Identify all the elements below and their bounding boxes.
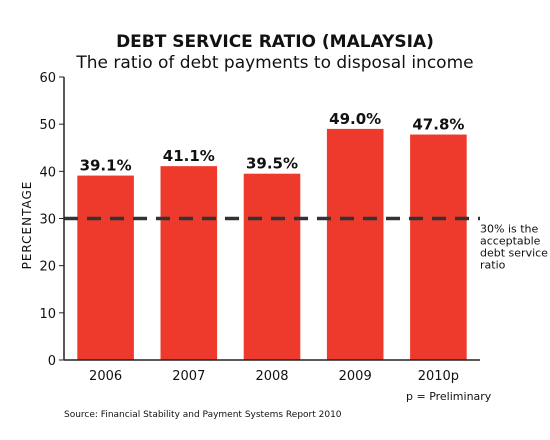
bars — [77, 128, 467, 360]
data-label-2008: 39.5% — [246, 155, 298, 173]
x-tick-label-2008: 2008 — [255, 369, 288, 384]
data-label-2009: 49.0% — [329, 110, 381, 128]
bar-2009 — [326, 128, 384, 360]
data-label-2007: 41.1% — [163, 147, 215, 165]
chart-subtitle: The ratio of debt payments to disposal i… — [75, 53, 473, 73]
axes — [63, 77, 480, 361]
source-note: Source: Financial Stability and Payment … — [64, 410, 342, 420]
data-label-2010p: 47.8% — [412, 116, 464, 134]
y-tick-label: 10 — [39, 307, 56, 322]
y-axis-label: PERCENTAGE — [20, 181, 34, 270]
x-tick-label-2010p: 2010p — [418, 369, 459, 384]
bar-2006 — [77, 175, 134, 360]
footnote: p = Preliminary — [406, 390, 492, 403]
x-tick-label-2007: 2007 — [172, 369, 205, 384]
reference-annotation: 30% is the acceptable debt service ratio — [480, 223, 548, 272]
bar-2010p — [410, 134, 467, 360]
reference-annotation-line: ratio — [480, 259, 506, 272]
reference-annotation-line: debt service — [480, 247, 548, 260]
y-tick-label: 50 — [39, 118, 56, 133]
x-tick-label-2006: 2006 — [89, 369, 122, 384]
y-axis-ticks: 0 10 20 30 40 50 60 — [39, 71, 64, 369]
y-tick-label: 30 — [39, 213, 56, 228]
y-tick-label: 40 — [39, 165, 56, 180]
reference-annotation-line: acceptable — [480, 235, 541, 248]
bar-2007 — [160, 166, 218, 360]
y-tick-label: 0 — [48, 354, 56, 369]
reference-annotation-line: 30% is the — [480, 223, 539, 236]
data-label-2006: 39.1% — [80, 157, 132, 175]
chart-title: DEBT SERVICE RATIO (MALAYSIA) — [116, 32, 434, 52]
y-tick-label: 20 — [39, 260, 56, 275]
y-tick-label: 60 — [39, 71, 56, 86]
bar-labels: 39.1% 2006 41.1% 2007 39.5% 2008 49.0% 2009 47.8… — [80, 110, 465, 384]
x-tick-label-2009: 2009 — [339, 369, 372, 384]
bar-2008 — [243, 173, 301, 360]
